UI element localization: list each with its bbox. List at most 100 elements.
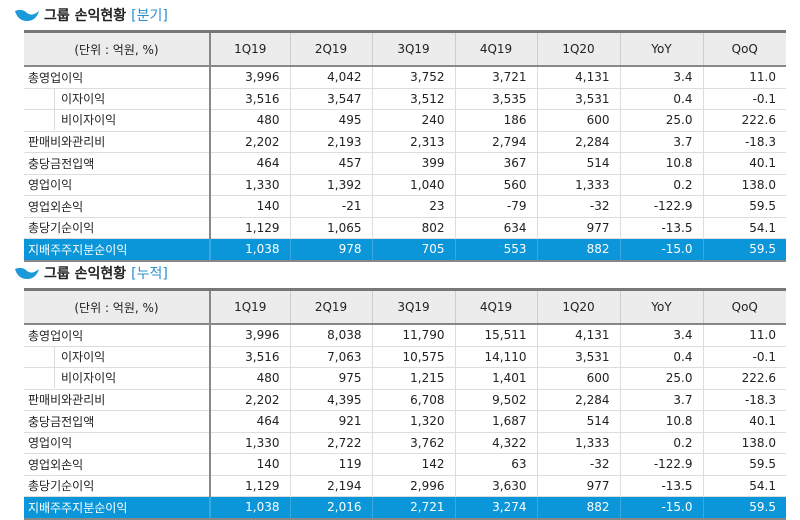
cell-value: 3,752	[371, 66, 455, 89]
wave-logo-icon	[15, 267, 39, 279]
table-row: 총당기순이익 1,129 1,065 802 634 977 -13.5 54.1	[24, 217, 786, 239]
cell-value: 1,333	[536, 432, 620, 454]
cell-value: 634	[454, 217, 537, 239]
cell-value: -122.9	[619, 195, 703, 218]
cell-value: -0.1	[702, 346, 786, 368]
row-label: 판매비와관리비	[24, 389, 211, 411]
cell-value: -15.0	[619, 496, 703, 520]
cell-value: 1,040	[371, 174, 455, 196]
column-header: (단위 : 억원, %)	[24, 30, 211, 67]
cell-value: 4,395	[289, 389, 372, 411]
row-label: 영업외손익	[24, 453, 211, 476]
cell-value: 142	[371, 453, 455, 476]
cell-value: 59.5	[702, 453, 786, 476]
cell-value: 2,794	[454, 131, 537, 153]
cell-value: 2,284	[536, 389, 620, 411]
column-header: (단위 : 억원, %)	[24, 288, 211, 325]
column-header: 1Q19	[209, 288, 290, 325]
cell-value: 1,038	[209, 238, 290, 262]
row-label: 총당기순이익	[24, 475, 211, 497]
column-header: 1Q19	[209, 30, 290, 67]
cell-value: 240	[371, 109, 455, 132]
cell-value: 54.1	[702, 217, 786, 239]
cell-value: 1,392	[289, 174, 372, 196]
cell-value: 600	[536, 109, 620, 132]
cell-value: 1,065	[289, 217, 372, 239]
cell-value: 2,284	[536, 131, 620, 153]
column-header: YoY	[619, 30, 703, 67]
cell-value: 3.7	[619, 131, 703, 153]
section-title-text: 그룹 손익현황	[44, 266, 127, 282]
table-row: 영업외손익 140 119 142 63 -32 -122.9 59.5	[24, 453, 786, 476]
cell-value: 3,547	[289, 88, 372, 110]
cell-value: 54.1	[702, 475, 786, 497]
cell-value: 2,194	[289, 475, 372, 497]
cell-value: 457	[289, 152, 372, 175]
cell-value: 3,762	[371, 432, 455, 454]
section-title: 그룹 손익현황 [누적]	[14, 262, 168, 284]
cell-value: 977	[536, 475, 620, 497]
cell-value: 40.1	[702, 410, 786, 433]
cell-value: -18.3	[702, 389, 786, 411]
cell-value: 882	[536, 238, 620, 262]
row-label: 비이자이익	[24, 109, 211, 132]
table-row: 충당금전입액 464 457 399 367 514 10.8 40.1	[24, 152, 786, 175]
cell-value: 367	[454, 152, 537, 175]
table-row: 총영업이익 3,996 8,038 11,790 15,511 4,131 3.4 11.0	[24, 324, 786, 347]
cell-value: -122.9	[619, 453, 703, 476]
cell-value: 7,063	[289, 346, 372, 368]
row-label: 충당금전입액	[24, 410, 211, 433]
cell-value: 0.2	[619, 432, 703, 454]
table-row: 영업외손익 140 -21 23 -79 -32 -122.9 59.5	[24, 195, 786, 218]
cell-value: 6,708	[371, 389, 455, 411]
cell-value: 10.8	[619, 410, 703, 433]
cell-value: 59.5	[702, 238, 786, 262]
section-title: 그룹 손익현황 [분기]	[14, 4, 168, 26]
cell-value: 25.0	[619, 367, 703, 390]
cell-value: 15,511	[454, 324, 537, 347]
cell-value: 3,721	[454, 66, 537, 89]
cell-value: 0.4	[619, 88, 703, 110]
table-row: 이자이익 3,516 3,547 3,512 3,535 3,531 0.4 -0.1	[24, 88, 786, 110]
cell-value: 3,516	[209, 88, 290, 110]
cell-value: 2,193	[289, 131, 372, 153]
cell-value: 4,131	[536, 324, 620, 347]
cell-value: 10,575	[371, 346, 455, 368]
cell-value: 1,129	[209, 217, 290, 239]
cell-value: -18.3	[702, 131, 786, 153]
row-label: 영업이익	[24, 174, 211, 196]
row-label: 영업외손익	[24, 195, 211, 218]
cell-value: 514	[536, 410, 620, 433]
cell-value: 40.1	[702, 152, 786, 175]
column-header: 4Q19	[454, 30, 537, 67]
section-title-text: 그룹 손익현황	[44, 8, 127, 24]
cell-value: 1,215	[371, 367, 455, 390]
cell-value: 9,502	[454, 389, 537, 411]
cell-value: 464	[209, 152, 290, 175]
cell-value: 11.0	[702, 324, 786, 347]
cell-value: -0.1	[702, 88, 786, 110]
table-row: 판매비와관리비 2,202 4,395 6,708 9,502 2,284 3.7 -18.3	[24, 389, 786, 411]
cell-value: -32	[536, 453, 620, 476]
cell-value: 1,320	[371, 410, 455, 433]
row-label: 총영업이익	[24, 324, 211, 347]
cell-value: 553	[454, 238, 537, 262]
section-tag: [분기]	[131, 8, 168, 24]
cell-value: 978	[289, 238, 372, 262]
cell-value: 2,721	[371, 496, 455, 520]
column-header: 4Q19	[454, 288, 537, 325]
column-header: 3Q19	[371, 30, 455, 67]
cell-value: 11.0	[702, 66, 786, 89]
cell-value: 3.4	[619, 324, 703, 347]
cell-value: -15.0	[619, 238, 703, 262]
cell-value: 975	[289, 367, 372, 390]
row-label: 판매비와관리비	[24, 131, 211, 153]
cell-value: 514	[536, 152, 620, 175]
column-header: YoY	[619, 288, 703, 325]
cell-value: 3,531	[536, 346, 620, 368]
column-header: QoQ	[702, 30, 786, 67]
cell-value: 59.5	[702, 195, 786, 218]
cell-value: 23	[371, 195, 455, 218]
cell-value: 3.4	[619, 66, 703, 89]
cell-value: 186	[454, 109, 537, 132]
